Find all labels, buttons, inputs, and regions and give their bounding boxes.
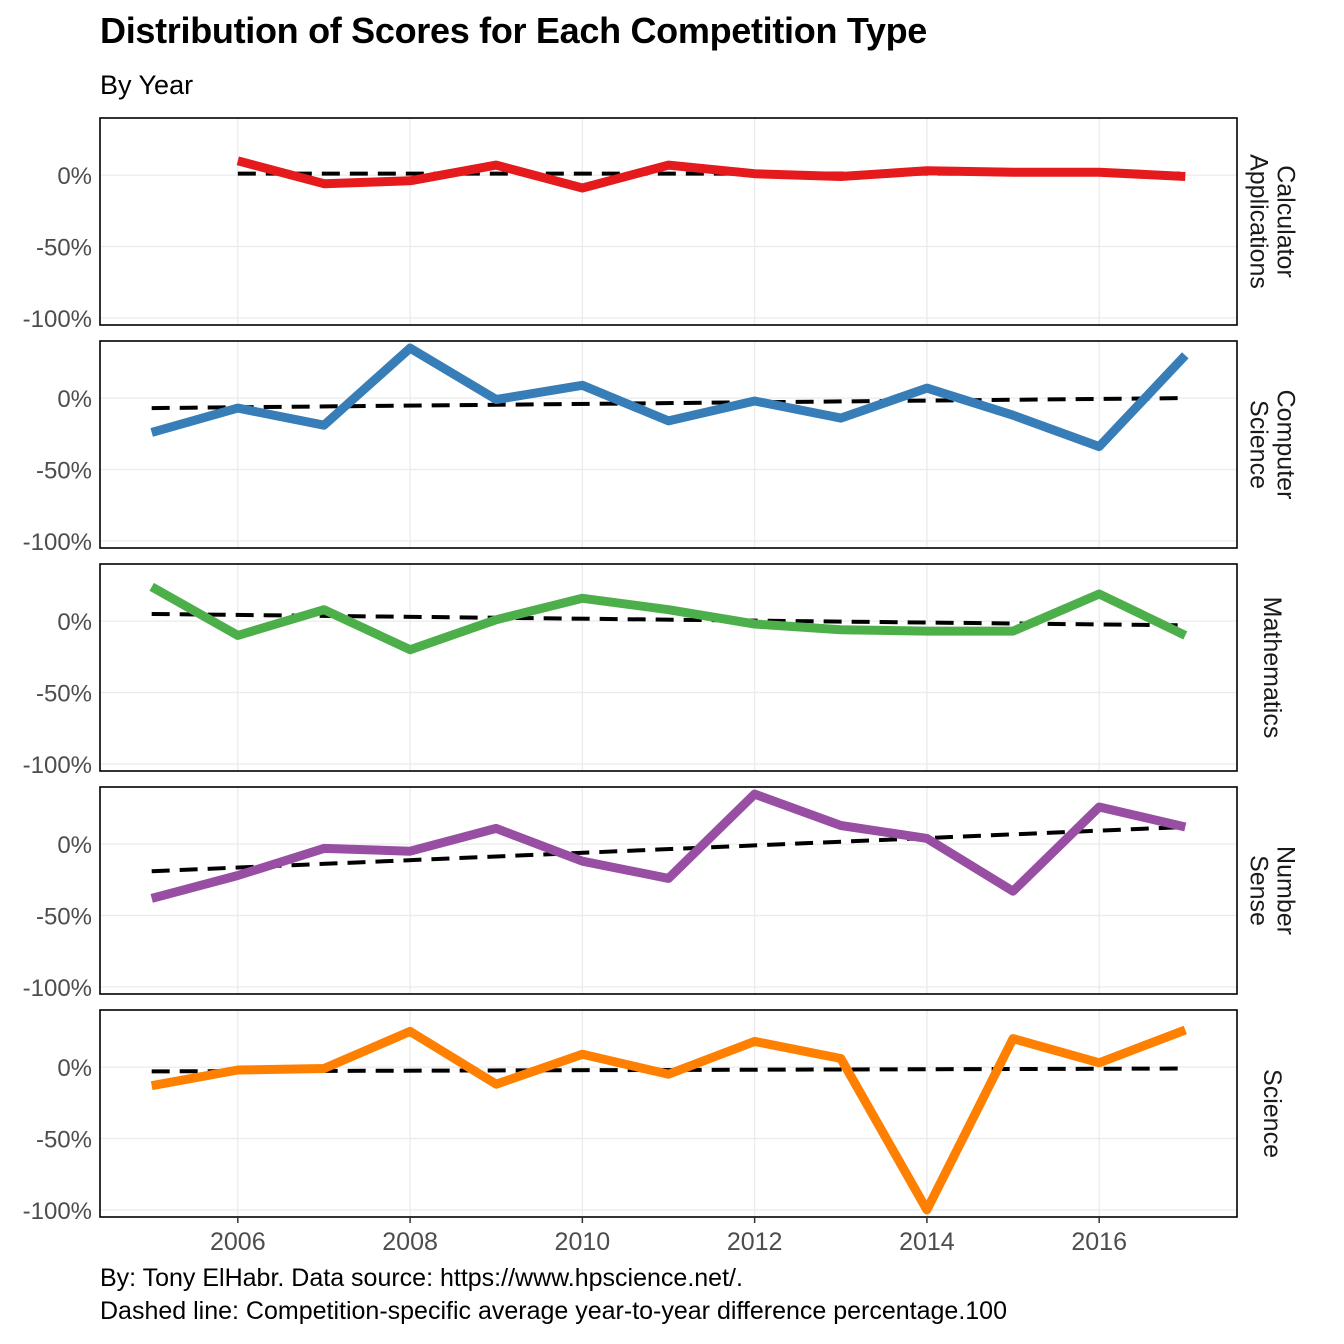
panel-background [100, 341, 1237, 548]
x-tick-label: 2006 [210, 1228, 266, 1256]
series-line [150, 789, 1187, 903]
x-tick-label: 2016 [1071, 1228, 1127, 1256]
y-tick-label: -100% [23, 752, 92, 779]
facet-panel-0: 0% -50% -100% CalculatorApplications [23, 117, 1300, 333]
chart-subtitle: By Year [100, 70, 194, 100]
facet-panel-2: 0% -50% -100% Mathematics [23, 563, 1286, 779]
facet-strip-label: Mathematics [1258, 597, 1286, 739]
facet-strip-line: Calculator [1272, 165, 1300, 278]
panel-background [100, 787, 1237, 994]
facet-strip-line: Computer [1272, 390, 1300, 500]
trend-line [151, 824, 1186, 874]
facet-strip-line: Applications [1245, 154, 1273, 289]
x-tick-label: 2010 [555, 1228, 611, 1256]
trend-line [151, 611, 1186, 628]
series-line [150, 343, 1189, 452]
facet-strip-label: CalculatorApplications [1245, 154, 1300, 289]
facet-strip-label: NumberSense [1245, 846, 1300, 935]
x-tick-label: 2008 [382, 1228, 438, 1256]
panel-border [99, 340, 1238, 549]
y-tick-label: -50% [36, 234, 92, 261]
facet-strip-label: Science [1258, 1069, 1286, 1158]
x-tick-label: 2012 [727, 1228, 783, 1256]
series-line [149, 582, 1188, 655]
facet-panel-3: 0% -50% -100% NumberSense [23, 786, 1300, 1002]
y-tick-label: -50% [36, 680, 92, 707]
panel-background [100, 564, 1237, 771]
y-tick-label: -50% [36, 457, 92, 484]
facet-strip-line: Sense [1245, 855, 1273, 926]
y-tick-label: -100% [23, 975, 92, 1002]
caption-note: Dashed line: Competition-specific averag… [100, 1297, 1007, 1325]
y-tick-label: -100% [23, 1198, 92, 1225]
y-tick-label: 0% [57, 1055, 92, 1082]
facet-strip-line: Mathematics [1258, 597, 1286, 739]
trend-line [151, 396, 1186, 411]
panel-background [100, 1010, 1237, 1217]
y-tick-label: -50% [36, 903, 92, 930]
facet-strip-line: Number [1272, 846, 1300, 935]
chart-title: Distribution of Scores for Each Competit… [100, 10, 927, 51]
panel-border [99, 563, 1238, 772]
y-tick-label: -100% [23, 529, 92, 556]
panel-background [100, 118, 1237, 325]
y-tick-label: -50% [36, 1126, 92, 1153]
facet-panel-1: 0% -50% -100% ComputerScience [23, 340, 1300, 556]
y-tick-label: -100% [23, 306, 92, 333]
facet-strip-label: ComputerScience [1245, 390, 1300, 500]
panel-border [99, 786, 1238, 995]
series-line [236, 156, 1186, 193]
panel-border [99, 117, 1238, 326]
x-tick-label: 2014 [899, 1228, 955, 1256]
facet-strip-line: Science [1245, 400, 1273, 489]
panel-border [99, 1009, 1238, 1218]
y-tick-label: 0% [57, 832, 92, 859]
y-tick-label: 0% [57, 609, 92, 636]
y-tick-label: 0% [57, 386, 92, 413]
series-line [150, 1025, 1187, 1215]
facet-strip-line: Science [1258, 1069, 1286, 1158]
facet-panel-4: 0% -50% -100% Science [23, 1009, 1286, 1225]
caption-source: By: Tony ElHabr. Data source: https://ww… [100, 1264, 743, 1292]
y-tick-label: 0% [57, 163, 92, 190]
